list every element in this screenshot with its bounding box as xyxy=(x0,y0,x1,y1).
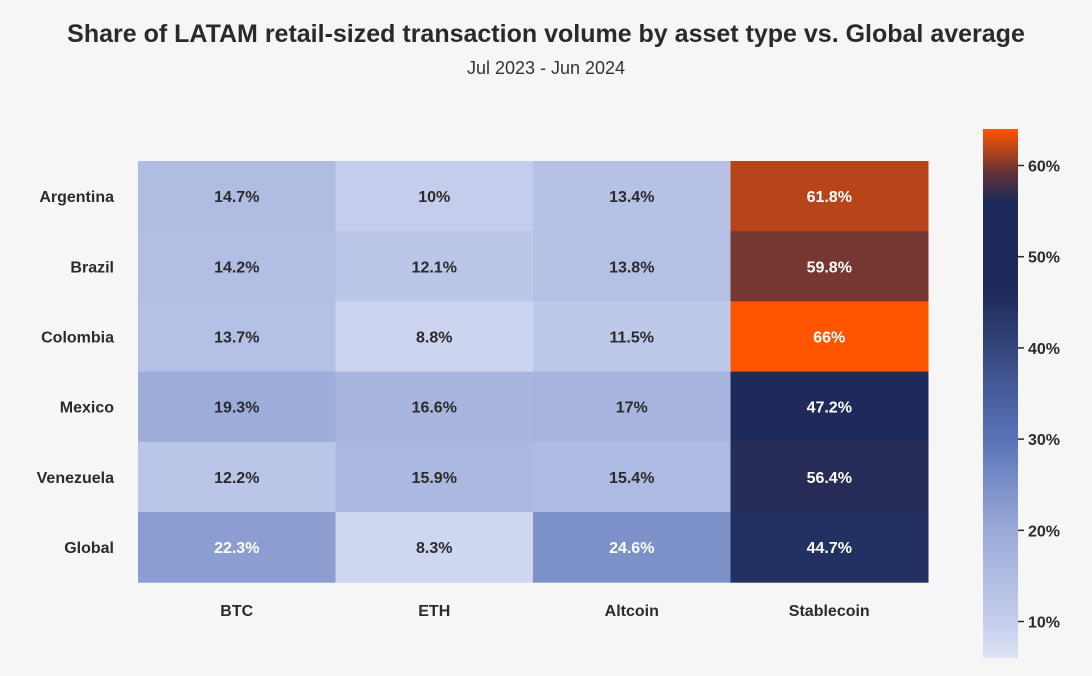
cell-value-label: 8.8% xyxy=(416,330,452,347)
column-label: Altcoin xyxy=(605,603,659,620)
row-label: Colombia xyxy=(41,330,114,347)
cell-value-label: 11.5% xyxy=(610,330,654,347)
cell-value-label: 10% xyxy=(418,189,450,206)
row-label: Mexico xyxy=(60,400,114,417)
heatmap-cell xyxy=(730,301,929,373)
heatmap-cell xyxy=(335,441,534,513)
heatmap-cell xyxy=(335,161,534,232)
cell-value-label: 14.2% xyxy=(214,259,259,276)
cell-value-label: 17% xyxy=(616,400,648,417)
heatmap-cell xyxy=(335,512,534,583)
chart-title: Share of LATAM retail-sized transaction … xyxy=(67,20,1025,48)
cell-value-label: 19.3% xyxy=(214,400,259,417)
row-label: Global xyxy=(64,540,114,557)
cell-value-label: 14.7% xyxy=(214,189,259,206)
colorbar-tick-label: 40% xyxy=(1028,341,1060,358)
row-label: Argentina xyxy=(39,189,114,206)
heatmap-cell xyxy=(138,512,336,583)
column-label: Stablecoin xyxy=(789,603,870,620)
colorbar-tick-label: 10% xyxy=(1028,615,1060,632)
heatmap-cell xyxy=(533,441,731,513)
colorbar-tick-label: 30% xyxy=(1028,432,1060,449)
heatmap-cell xyxy=(730,161,929,232)
colorbar-tick-label: 20% xyxy=(1028,523,1060,540)
row-label: Brazil xyxy=(70,259,114,276)
heatmap-cell xyxy=(730,512,929,583)
cell-value-label: 66% xyxy=(813,330,845,347)
heatmap-cell xyxy=(335,301,534,373)
colorbar-tick-label: 60% xyxy=(1028,158,1060,175)
heatmap-cell xyxy=(138,161,336,232)
column-label: ETH xyxy=(418,603,450,620)
column-label: BTC xyxy=(220,603,253,620)
cell-value-label: 12.2% xyxy=(214,470,259,487)
heatmap-cell xyxy=(533,301,731,373)
heatmap-cell xyxy=(138,371,336,443)
cell-value-label: 56.4% xyxy=(807,470,852,487)
cell-value-label: 16.6% xyxy=(412,400,457,417)
heatmap-cell xyxy=(335,371,534,443)
cell-value-label: 12.1% xyxy=(412,259,457,276)
heatmap-cell xyxy=(533,231,731,302)
heatmap-cell xyxy=(730,441,929,513)
heatmap-cell xyxy=(533,161,731,232)
cell-value-label: 47.2% xyxy=(807,400,852,417)
cell-value-label: 8.3% xyxy=(416,540,452,557)
cell-value-label: 22.3% xyxy=(214,540,259,557)
row-label: Venezuela xyxy=(37,470,114,487)
heatmap-cell xyxy=(730,231,929,302)
cell-value-label: 13.4% xyxy=(609,189,654,206)
cell-value-label: 61.8% xyxy=(807,189,852,206)
cell-value-label: 59.8% xyxy=(807,259,852,276)
heatmap-cell xyxy=(138,301,336,373)
cell-value-label: 13.8% xyxy=(609,259,654,276)
colorbar-tick-label: 50% xyxy=(1028,250,1060,267)
cell-value-label: 44.7% xyxy=(807,540,852,557)
colorbar xyxy=(983,129,1018,658)
cell-value-label: 13.7% xyxy=(214,330,259,347)
cell-value-label: 24.6% xyxy=(609,540,654,557)
cell-value-label: 15.9% xyxy=(412,470,457,487)
chart-subtitle: Jul 2023 - Jun 2024 xyxy=(466,58,626,78)
heatmap-cell xyxy=(138,441,336,513)
heatmap-cell xyxy=(533,371,731,443)
heatmap-cell xyxy=(335,231,534,302)
heatmap-cell xyxy=(730,371,929,443)
heatmap-cell xyxy=(138,231,336,302)
cell-value-label: 15.4% xyxy=(609,470,654,487)
heatmap-cell xyxy=(533,512,731,583)
